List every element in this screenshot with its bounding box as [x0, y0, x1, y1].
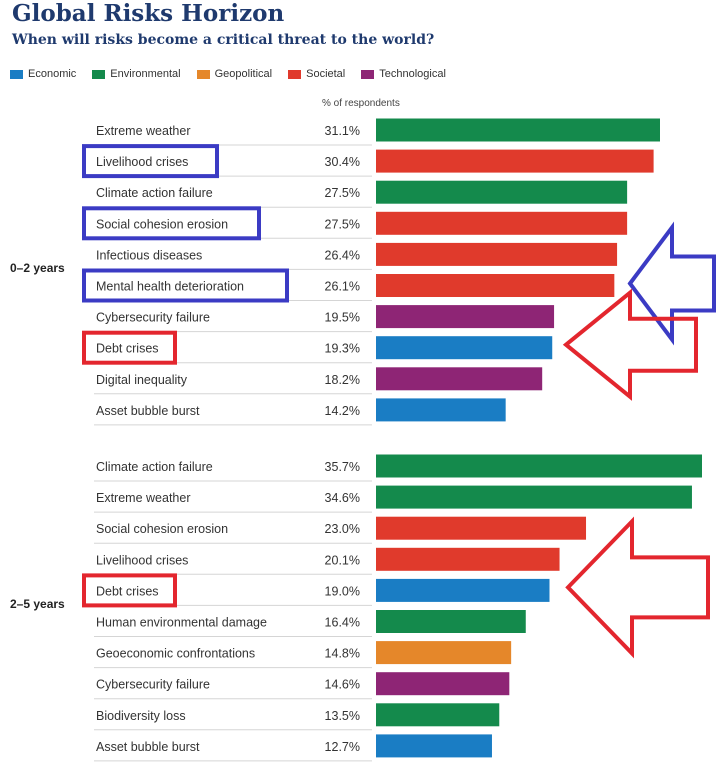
bar	[376, 703, 500, 727]
bar	[376, 485, 692, 509]
bar	[376, 274, 615, 297]
legend-label: Economic	[28, 68, 77, 80]
value-column-header: % of respondents	[322, 98, 400, 109]
group-label: 0–2 years	[10, 261, 65, 275]
bar	[376, 149, 654, 173]
data-label: 19.3%	[325, 342, 360, 356]
legend-item-geopolitical: Geopolitical	[196, 68, 273, 80]
legend-swatch	[288, 69, 302, 79]
legend-item-societal: Societal	[288, 68, 345, 80]
bar	[376, 454, 702, 478]
data-label: 18.2%	[325, 373, 360, 387]
bar-label: Extreme weather	[96, 491, 190, 505]
bar-label: Social cohesion erosion	[96, 522, 228, 536]
legend-label: Technological	[379, 68, 446, 80]
bar-label: Debt crises	[96, 342, 159, 356]
bar-label: Livelihood crises	[96, 155, 188, 169]
data-label: 26.4%	[325, 248, 360, 262]
data-label: 14.2%	[325, 404, 360, 418]
bar	[376, 734, 492, 758]
bar	[376, 672, 510, 696]
bar	[376, 398, 506, 422]
bar	[376, 641, 512, 665]
bar	[376, 242, 618, 266]
annotation-arrow	[627, 221, 716, 346]
legend: Economic Environmental Geopolitical Societa…	[10, 66, 462, 82]
bar	[376, 578, 550, 602]
legend-label: Societal	[306, 68, 346, 80]
bar	[376, 516, 587, 540]
bar	[376, 336, 553, 360]
chart-subtitle: When will risks become a critical threat…	[12, 32, 435, 48]
group-label: 2–5 years	[10, 597, 65, 611]
highlight-box	[82, 206, 261, 241]
highlight-box	[82, 330, 177, 365]
data-label: 14.6%	[325, 678, 360, 692]
data-label: 12.7%	[325, 740, 360, 754]
data-label: 27.5%	[325, 217, 360, 231]
bar-label: Human environmental damage	[96, 616, 267, 630]
annotation-arrow	[562, 288, 698, 401]
bar-label: Cybersecurity failure	[96, 678, 210, 692]
bar-label: Climate action failure	[96, 186, 213, 200]
data-label: 27.5%	[325, 186, 360, 200]
legend-swatch	[196, 69, 210, 79]
annotation-arrow	[565, 516, 710, 659]
bar-label: Debt crises	[96, 584, 159, 598]
data-label: 31.1%	[325, 124, 360, 138]
bar-label: Digital inequality	[96, 373, 188, 387]
legend-item-economic: Economic	[10, 68, 76, 80]
bar-label: Cybersecurity failure	[96, 311, 210, 325]
bar-label: Livelihood crises	[96, 553, 188, 567]
data-label: 20.1%	[325, 553, 360, 567]
bar	[376, 180, 628, 204]
data-label: 30.4%	[325, 155, 360, 169]
bar	[376, 367, 543, 391]
bar-label: Asset bubble burst	[96, 404, 200, 418]
bar	[376, 547, 560, 571]
highlight-box	[82, 268, 289, 303]
bar-label: Extreme weather	[96, 124, 190, 138]
legend-item-environmental: Environmental	[92, 68, 181, 80]
legend-label: Environmental	[110, 68, 181, 80]
legend-swatch	[10, 69, 23, 79]
highlight-box	[82, 144, 219, 179]
data-label: 14.8%	[325, 647, 360, 661]
bar-label: Geoeconomic confrontations	[96, 647, 255, 661]
bar-label: Asset bubble burst	[96, 740, 200, 754]
data-label: 35.7%	[325, 460, 360, 474]
data-label: 34.6%	[325, 491, 360, 505]
highlight-box	[82, 573, 177, 608]
bar-label: Biodiversity loss	[96, 709, 186, 723]
legend-item-technological: Technological	[361, 68, 446, 80]
data-label: 16.4%	[325, 616, 360, 630]
bar	[376, 211, 628, 235]
bar-label: Social cohesion erosion	[96, 217, 228, 231]
legend-swatch	[361, 69, 375, 79]
data-label: 26.1%	[325, 280, 360, 294]
bar	[376, 610, 526, 633]
bar-label: Infectious diseases	[96, 248, 202, 262]
bar	[376, 118, 660, 142]
data-label: 23.0%	[325, 522, 360, 536]
legend-label: Geopolitical	[214, 68, 273, 80]
bar	[376, 305, 555, 329]
bar-label: Mental health deterioration	[96, 280, 244, 294]
data-label: 13.5%	[325, 709, 360, 723]
bar-label: Climate action failure	[96, 460, 213, 474]
legend-swatch	[92, 69, 106, 79]
data-label: 19.5%	[325, 311, 360, 325]
data-label: 19.0%	[325, 584, 360, 598]
chart-title: Global Risks Horizon	[12, 0, 285, 27]
